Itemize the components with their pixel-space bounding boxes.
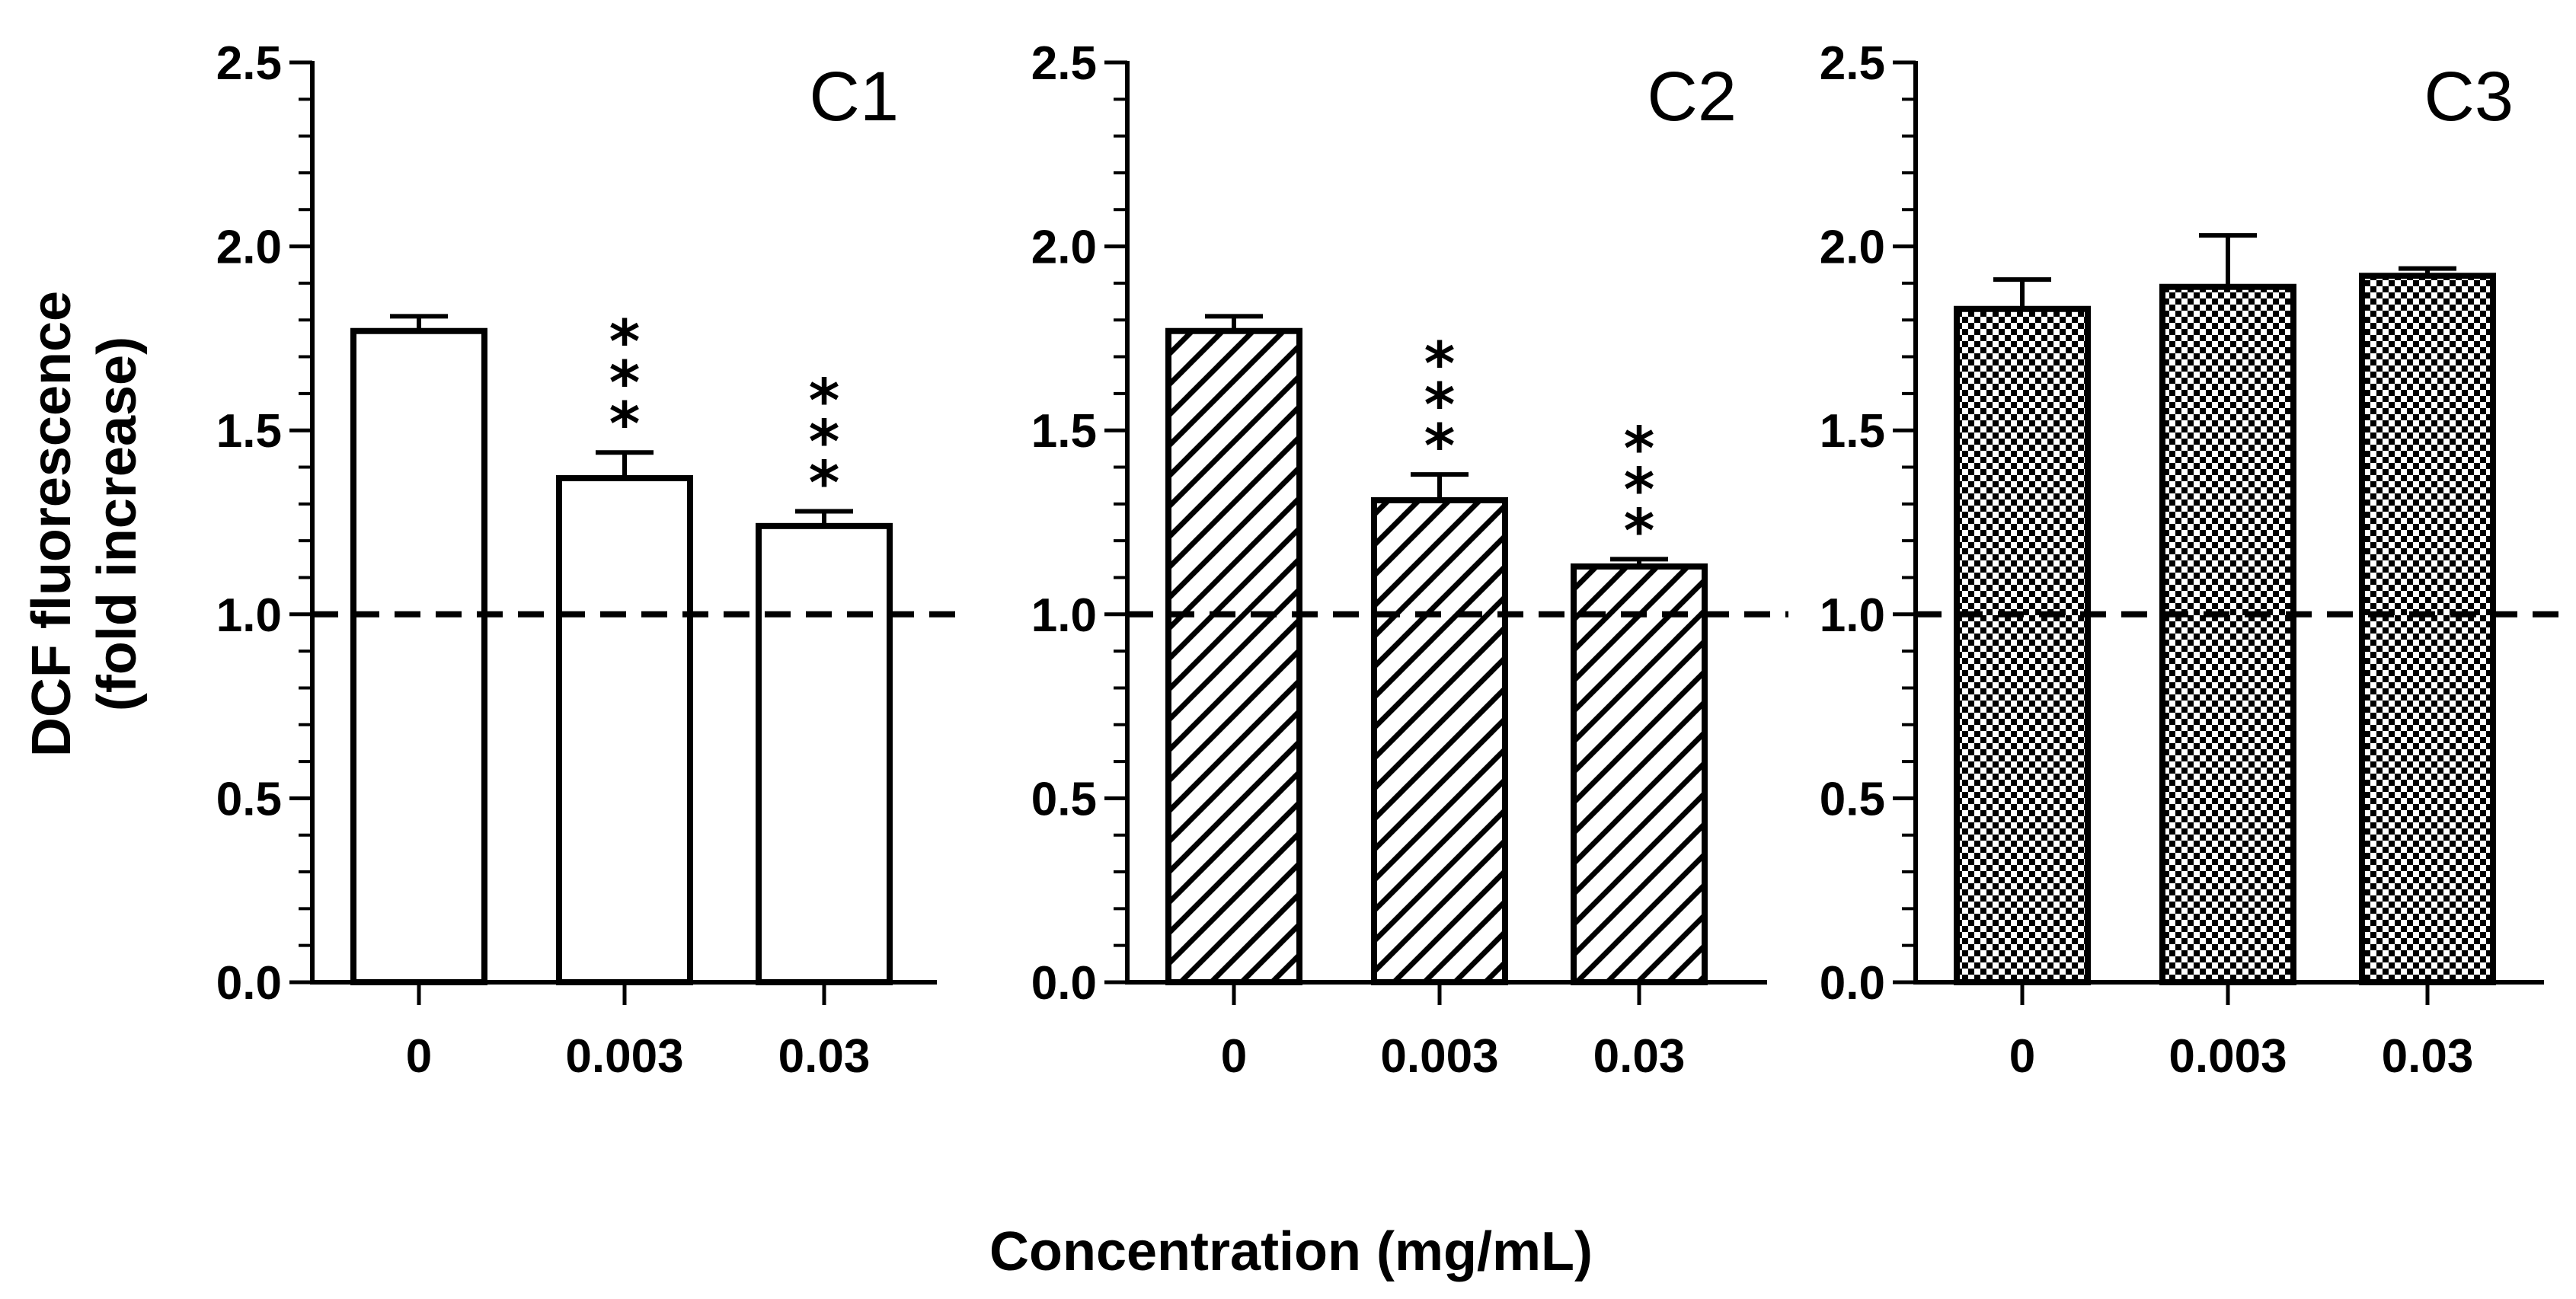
x-tick-label: 0.03	[778, 1030, 871, 1083]
significance-star: *	[609, 349, 641, 418]
x-tick-label: 0	[406, 1030, 432, 1083]
x-tick-label: 0.003	[2169, 1030, 2287, 1083]
bar	[1954, 305, 2091, 985]
panel-title: C3	[2424, 58, 2514, 136]
bar	[1371, 497, 1508, 985]
x-tick-label: 0.003	[565, 1030, 683, 1083]
significance-star: *	[1424, 413, 1456, 481]
y-tick-label: 2.0	[1820, 222, 1885, 274]
y-tick-label: 1.5	[1820, 405, 1885, 458]
y-tick-label: 1.0	[1031, 589, 1097, 642]
y-tick-label: 0.5	[1031, 773, 1097, 825]
bar	[756, 522, 893, 985]
x-tick-label: 0	[2009, 1030, 2035, 1083]
y-tick-label: 0.5	[216, 773, 282, 825]
significance-star: *	[809, 409, 840, 477]
x-tick-label: 0	[1221, 1030, 1247, 1083]
significance-star: *	[809, 368, 840, 436]
significance-star: *	[1424, 330, 1456, 399]
x-tick-label: 0.03	[1593, 1030, 1686, 1083]
y-axis-title-line1: DCF fluorescence	[21, 291, 82, 757]
y-tick-label: 1.5	[1031, 405, 1097, 458]
significance-star: *	[1624, 456, 1655, 525]
y-axis-title-line2: (fold increase)	[87, 337, 148, 711]
y-tick-label: 2.0	[1031, 222, 1097, 274]
x-axis-title: Concentration (mg/mL)	[989, 1221, 1593, 1282]
bar	[350, 327, 487, 985]
y-tick-label: 2.0	[216, 222, 282, 274]
y-tick-label: 0.0	[1031, 957, 1097, 1010]
x-tick-label: 0.003	[1380, 1030, 1498, 1083]
panels: C10.00.51.01.52.02.50 0.003***0.03***C20.…	[216, 37, 2565, 1083]
significance-star: *	[609, 391, 641, 459]
y-tick-label: 0.0	[1820, 957, 1885, 1010]
significance-star: *	[1624, 497, 1655, 566]
panel-c2: C20.00.51.01.52.02.50 0.003***0.03***	[1031, 37, 1788, 1083]
bar	[1165, 327, 1302, 985]
y-tick-label: 0.0	[216, 957, 282, 1010]
bar	[1571, 563, 1708, 985]
x-tick-label: 0.03	[2382, 1030, 2474, 1083]
significance-star: *	[1424, 372, 1456, 440]
significance-star: *	[609, 308, 641, 377]
y-tick-label: 1.0	[1820, 589, 1885, 642]
y-tick-label: 2.5	[1031, 37, 1097, 90]
bar	[2159, 283, 2296, 985]
panel-c3: C3 0.0 0.5 1.0 1.5 2.0 2.5 0 0.003 0.03	[1820, 37, 2565, 1083]
significance-star: *	[1624, 415, 1655, 484]
y-tick-label: 0.5	[1820, 773, 1885, 825]
bar	[2359, 273, 2496, 986]
y-tick-label: 2.5	[1820, 37, 1885, 90]
y-tick-label: 2.5	[216, 37, 282, 90]
panel-title: C2	[1647, 58, 1737, 136]
panel-title: C1	[809, 58, 899, 136]
significance-star: *	[809, 450, 840, 519]
y-tick-label: 1.5	[216, 405, 282, 458]
panel-c1: C10.00.51.01.52.02.50 0.003***0.03***	[216, 37, 958, 1083]
bar	[556, 475, 693, 985]
y-tick-label: 1.0	[216, 589, 282, 642]
